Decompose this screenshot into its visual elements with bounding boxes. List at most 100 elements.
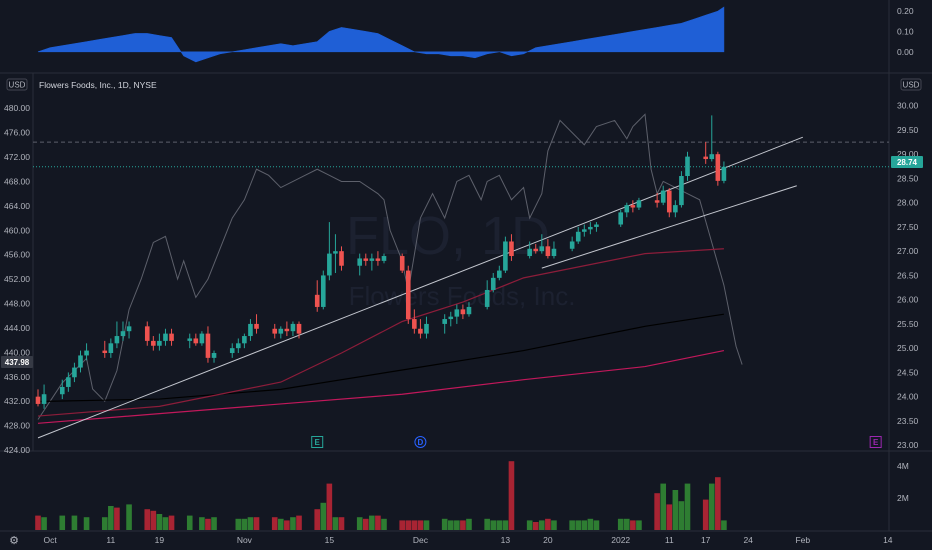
volume-bar[interactable] [423,520,430,530]
volume-bar[interactable] [684,483,691,530]
candle[interactable] [284,321,290,337]
volume-bar[interactable] [417,520,424,530]
candle[interactable] [151,336,156,351]
candle-body[interactable] [405,270,411,320]
volume-bar[interactable] [569,520,575,530]
candle[interactable] [120,321,126,341]
horizontal-levels[interactable] [33,141,889,168]
volume-bar[interactable] [205,518,211,530]
candle[interactable] [163,328,168,346]
candle[interactable] [35,389,41,407]
candle[interactable] [569,236,575,252]
dividend-marker[interactable]: D [414,436,427,448]
volume-bar[interactable] [35,515,41,530]
volume-bar[interactable] [332,517,339,530]
volume-bar[interactable] [636,520,642,530]
candle[interactable] [685,151,690,181]
volume-bar[interactable] [660,483,667,530]
candle[interactable] [533,243,539,254]
volume-bar[interactable] [575,520,582,530]
candle-body[interactable] [709,154,715,160]
candle-body[interactable] [151,340,156,346]
volume-bar[interactable] [41,517,47,530]
candle-body[interactable] [527,248,532,257]
volume-bar[interactable] [502,520,509,530]
volume-bar[interactable] [162,517,169,530]
candle-body[interactable] [114,336,120,344]
volume-bar[interactable] [338,517,345,530]
candle-body[interactable] [84,350,89,356]
candle[interactable] [442,314,447,334]
candle-body[interactable] [211,353,217,358]
candle[interactable] [236,338,241,354]
candle-body[interactable] [381,256,387,261]
volume-bar[interactable] [405,520,412,530]
candle-body[interactable] [533,248,539,252]
candle[interactable] [709,115,715,162]
volume-bar[interactable] [441,518,448,530]
candle-body[interactable] [490,277,496,290]
candle-body[interactable] [588,226,593,230]
volume-bar[interactable] [678,501,685,530]
candle-body[interactable] [466,306,472,315]
candle[interactable] [314,280,320,312]
candle-body[interactable] [205,333,211,358]
volume-bar[interactable] [83,517,90,530]
candle-body[interactable] [654,200,660,203]
candle[interactable] [193,333,199,346]
candle-body[interactable] [703,156,708,160]
volume-bar[interactable] [508,461,515,530]
candle-body[interactable] [144,326,150,341]
candle[interactable] [72,362,77,383]
trend-line-2[interactable] [541,185,797,269]
candle[interactable] [484,280,490,310]
volume-bar[interactable] [241,518,248,530]
candle-body[interactable] [248,323,253,337]
candle-body[interactable] [229,348,235,354]
candle[interactable] [582,224,587,237]
trend-lines[interactable] [37,136,804,439]
candle-body[interactable] [636,200,642,208]
candle-body[interactable] [157,340,162,346]
candle-body[interactable] [418,328,423,334]
volume-bar[interactable] [59,515,66,530]
candle-body[interactable] [78,355,83,368]
candle-body[interactable] [41,394,47,404]
volume-bar[interactable] [460,520,466,530]
candle-body[interactable] [484,289,490,307]
candle[interactable] [673,200,678,218]
candle[interactable] [715,151,721,186]
volume-bar[interactable] [101,517,108,530]
candle[interactable] [78,350,83,373]
volume-bar[interactable] [721,520,727,530]
volume-pane[interactable] [35,461,727,530]
volume-bar[interactable] [545,518,551,530]
candle[interactable] [630,200,636,213]
volume-bar[interactable] [708,483,715,530]
candle-body[interactable] [102,350,108,354]
candle-body[interactable] [339,251,344,266]
candle[interactable] [254,314,259,334]
candle-body[interactable] [630,205,636,208]
candle[interactable] [375,251,381,266]
volume-bar[interactable] [186,515,193,530]
volume-bar[interactable] [278,518,284,530]
volume-bar[interactable] [362,518,369,530]
volume-bar[interactable] [290,517,296,530]
volume-bar[interactable] [71,515,78,530]
candle-body[interactable] [193,338,199,344]
volume-bar[interactable] [168,515,175,530]
candle-body[interactable] [296,323,302,334]
candle-body[interactable] [575,231,581,242]
candle[interactable] [448,311,454,327]
candle[interactable] [539,234,545,254]
candle-body[interactable] [163,333,168,341]
candle[interactable] [363,253,369,266]
volume-bar[interactable] [150,510,157,530]
candle-body[interactable] [278,328,284,334]
candle[interactable] [418,319,423,339]
candle[interactable] [278,326,284,339]
volume-bar[interactable] [375,515,381,530]
volume-bar[interactable] [296,515,302,530]
